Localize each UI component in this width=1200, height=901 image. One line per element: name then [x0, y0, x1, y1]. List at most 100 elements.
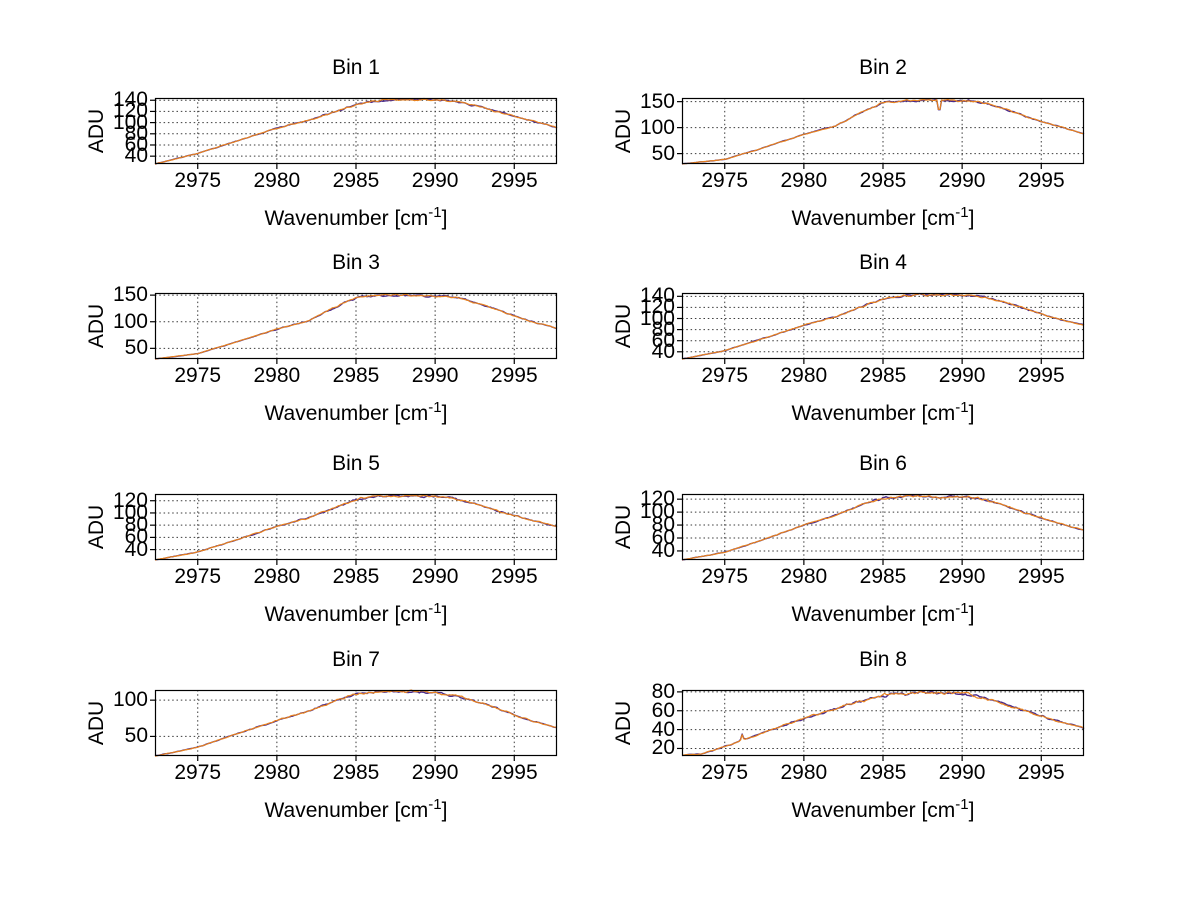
x-tick-label: 2995: [490, 761, 538, 784]
y-tick-label: 40: [651, 339, 675, 363]
axis-box: [154, 493, 558, 561]
y-tick-label: 60: [124, 525, 148, 549]
subplot-bin-7: Bin 7 ADU Wavenumber [cm-1] 50 100 2975 298…: [45, 648, 570, 838]
x-axis-label: Wavenumber [cm-1]: [155, 792, 557, 824]
x-tick-label: 2975: [174, 565, 222, 588]
plot-canvas: [150, 689, 558, 761]
x-axis-label-superscript: -1: [428, 204, 442, 221]
trace-orange: [154, 689, 558, 757]
x-axis-label-superscript: -1: [428, 600, 442, 617]
plot-area: [677, 292, 1085, 364]
x-axis-label-text: Wavenumber [cm: [264, 207, 429, 230]
plot-area: [677, 97, 1085, 169]
y-tick-label: 40: [651, 717, 675, 741]
x-tick-label: 2980: [780, 169, 828, 192]
x-axis-label-text: Wavenumber [cm: [264, 799, 429, 822]
x-tick-label: 2980: [253, 565, 301, 588]
plot-title: Bin 5: [332, 452, 380, 475]
y-tick-label: 60: [651, 328, 675, 352]
x-tick-label: 2990: [938, 565, 986, 588]
y-tick-label: 40: [124, 144, 148, 168]
y-tick-label: 80: [124, 513, 148, 537]
x-axis-label-text: ]: [441, 207, 448, 230]
plot-title: Bin 7: [332, 648, 380, 671]
x-tick-label: 2985: [332, 364, 380, 387]
x-tick-label: 2975: [701, 364, 749, 387]
x-tick-label: 2995: [1017, 169, 1065, 192]
x-axis-label: Wavenumber [cm-1]: [682, 792, 1084, 824]
x-tick-label: 2995: [1017, 565, 1065, 588]
x-tick-label: 2980: [253, 761, 301, 784]
y-tick-label: 100: [639, 306, 675, 330]
x-axis-label-superscript: -1: [955, 796, 969, 813]
x-axis-label-text: ]: [968, 402, 975, 425]
x-tick-label: 2985: [332, 761, 380, 784]
x-axis-label-superscript: -1: [955, 600, 969, 617]
y-tick-label: 140: [639, 284, 675, 308]
y-tick-label: 20: [651, 736, 675, 760]
x-axis-label-superscript: -1: [955, 399, 969, 416]
x-axis-label-text: ]: [968, 207, 975, 230]
axis-box: [681, 97, 1085, 165]
x-axis-label: Wavenumber [cm-1]: [682, 200, 1084, 232]
plot-area: [677, 493, 1085, 565]
trace-orange: [681, 494, 1085, 561]
x-tick-label: 2990: [411, 565, 459, 588]
plot-canvas: [677, 689, 1085, 761]
subplot-bin-3: Bin 3 ADU Wavenumber [cm-1] 50 100 150 2975…: [45, 251, 570, 441]
x-tick-label: 2975: [701, 761, 749, 784]
x-axis-label-superscript: -1: [955, 204, 969, 221]
plot-canvas: [677, 493, 1085, 565]
plot-area: [150, 97, 558, 169]
x-axis-label-text: ]: [441, 799, 448, 822]
x-tick-label: 2980: [780, 761, 828, 784]
x-axis-label-text: ]: [441, 603, 448, 626]
subplot-bin-8: Bin 8 ADU Wavenumber [cm-1] 20 40 60 80 2975…: [572, 648, 1097, 838]
y-tick-label: 100: [112, 500, 148, 524]
plot-title: Bin 6: [859, 452, 907, 475]
x-axis-label-superscript: -1: [428, 796, 442, 813]
y-tick-label: 100: [639, 500, 675, 524]
x-tick-label: 2980: [780, 565, 828, 588]
y-tick-label: 120: [112, 99, 148, 123]
y-tick-label: 80: [651, 317, 675, 341]
x-tick-label: 2985: [859, 565, 907, 588]
axis-box: [681, 689, 1085, 757]
x-tick-label: 2990: [411, 364, 459, 387]
x-tick-label: 2980: [253, 364, 301, 387]
trace-orange: [154, 98, 558, 165]
plot-title: Bin 3: [332, 251, 380, 274]
plot-canvas: [150, 292, 558, 364]
plot-title: Bin 1: [332, 56, 380, 79]
plot-area: [150, 493, 558, 565]
subplot-bin-2: Bin 2 ADU Wavenumber [cm-1] 50 100 150 2975…: [572, 56, 1097, 246]
x-axis-label-text: ]: [441, 402, 448, 425]
x-tick-label: 2990: [938, 364, 986, 387]
x-tick-label: 2990: [411, 761, 459, 784]
x-axis-label: Wavenumber [cm-1]: [155, 200, 557, 232]
x-axis-label-text: Wavenumber [cm: [791, 402, 956, 425]
subplot-bin-1: Bin 1 ADU Wavenumber [cm-1] 40 60 80 100 120…: [45, 56, 570, 246]
y-tick-label: 150: [112, 283, 148, 307]
trace-dark: [681, 690, 1085, 757]
y-tick-label: 100: [112, 110, 148, 134]
x-tick-label: 2995: [1017, 364, 1065, 387]
y-tick-label: 100: [639, 115, 675, 139]
plot-canvas: [150, 97, 558, 169]
plot-canvas: [677, 97, 1085, 169]
plot-canvas: [677, 292, 1085, 364]
x-tick-label: 2975: [701, 565, 749, 588]
plot-area: [677, 689, 1085, 761]
subplot-bin-5: Bin 5 ADU Wavenumber [cm-1] 40 60 80 100 120…: [45, 452, 570, 642]
y-tick-label: 120: [112, 488, 148, 512]
x-tick-label: 2975: [174, 761, 222, 784]
x-tick-label: 2995: [490, 364, 538, 387]
trace-orange: [681, 98, 1085, 165]
plot-area: [150, 689, 558, 761]
x-axis-label-superscript: -1: [428, 399, 442, 416]
x-tick-label: 2990: [411, 169, 459, 192]
x-axis-label-text: ]: [968, 603, 975, 626]
x-tick-label: 2995: [490, 565, 538, 588]
plot-title: Bin 4: [859, 251, 907, 274]
y-tick-label: 40: [124, 537, 148, 561]
